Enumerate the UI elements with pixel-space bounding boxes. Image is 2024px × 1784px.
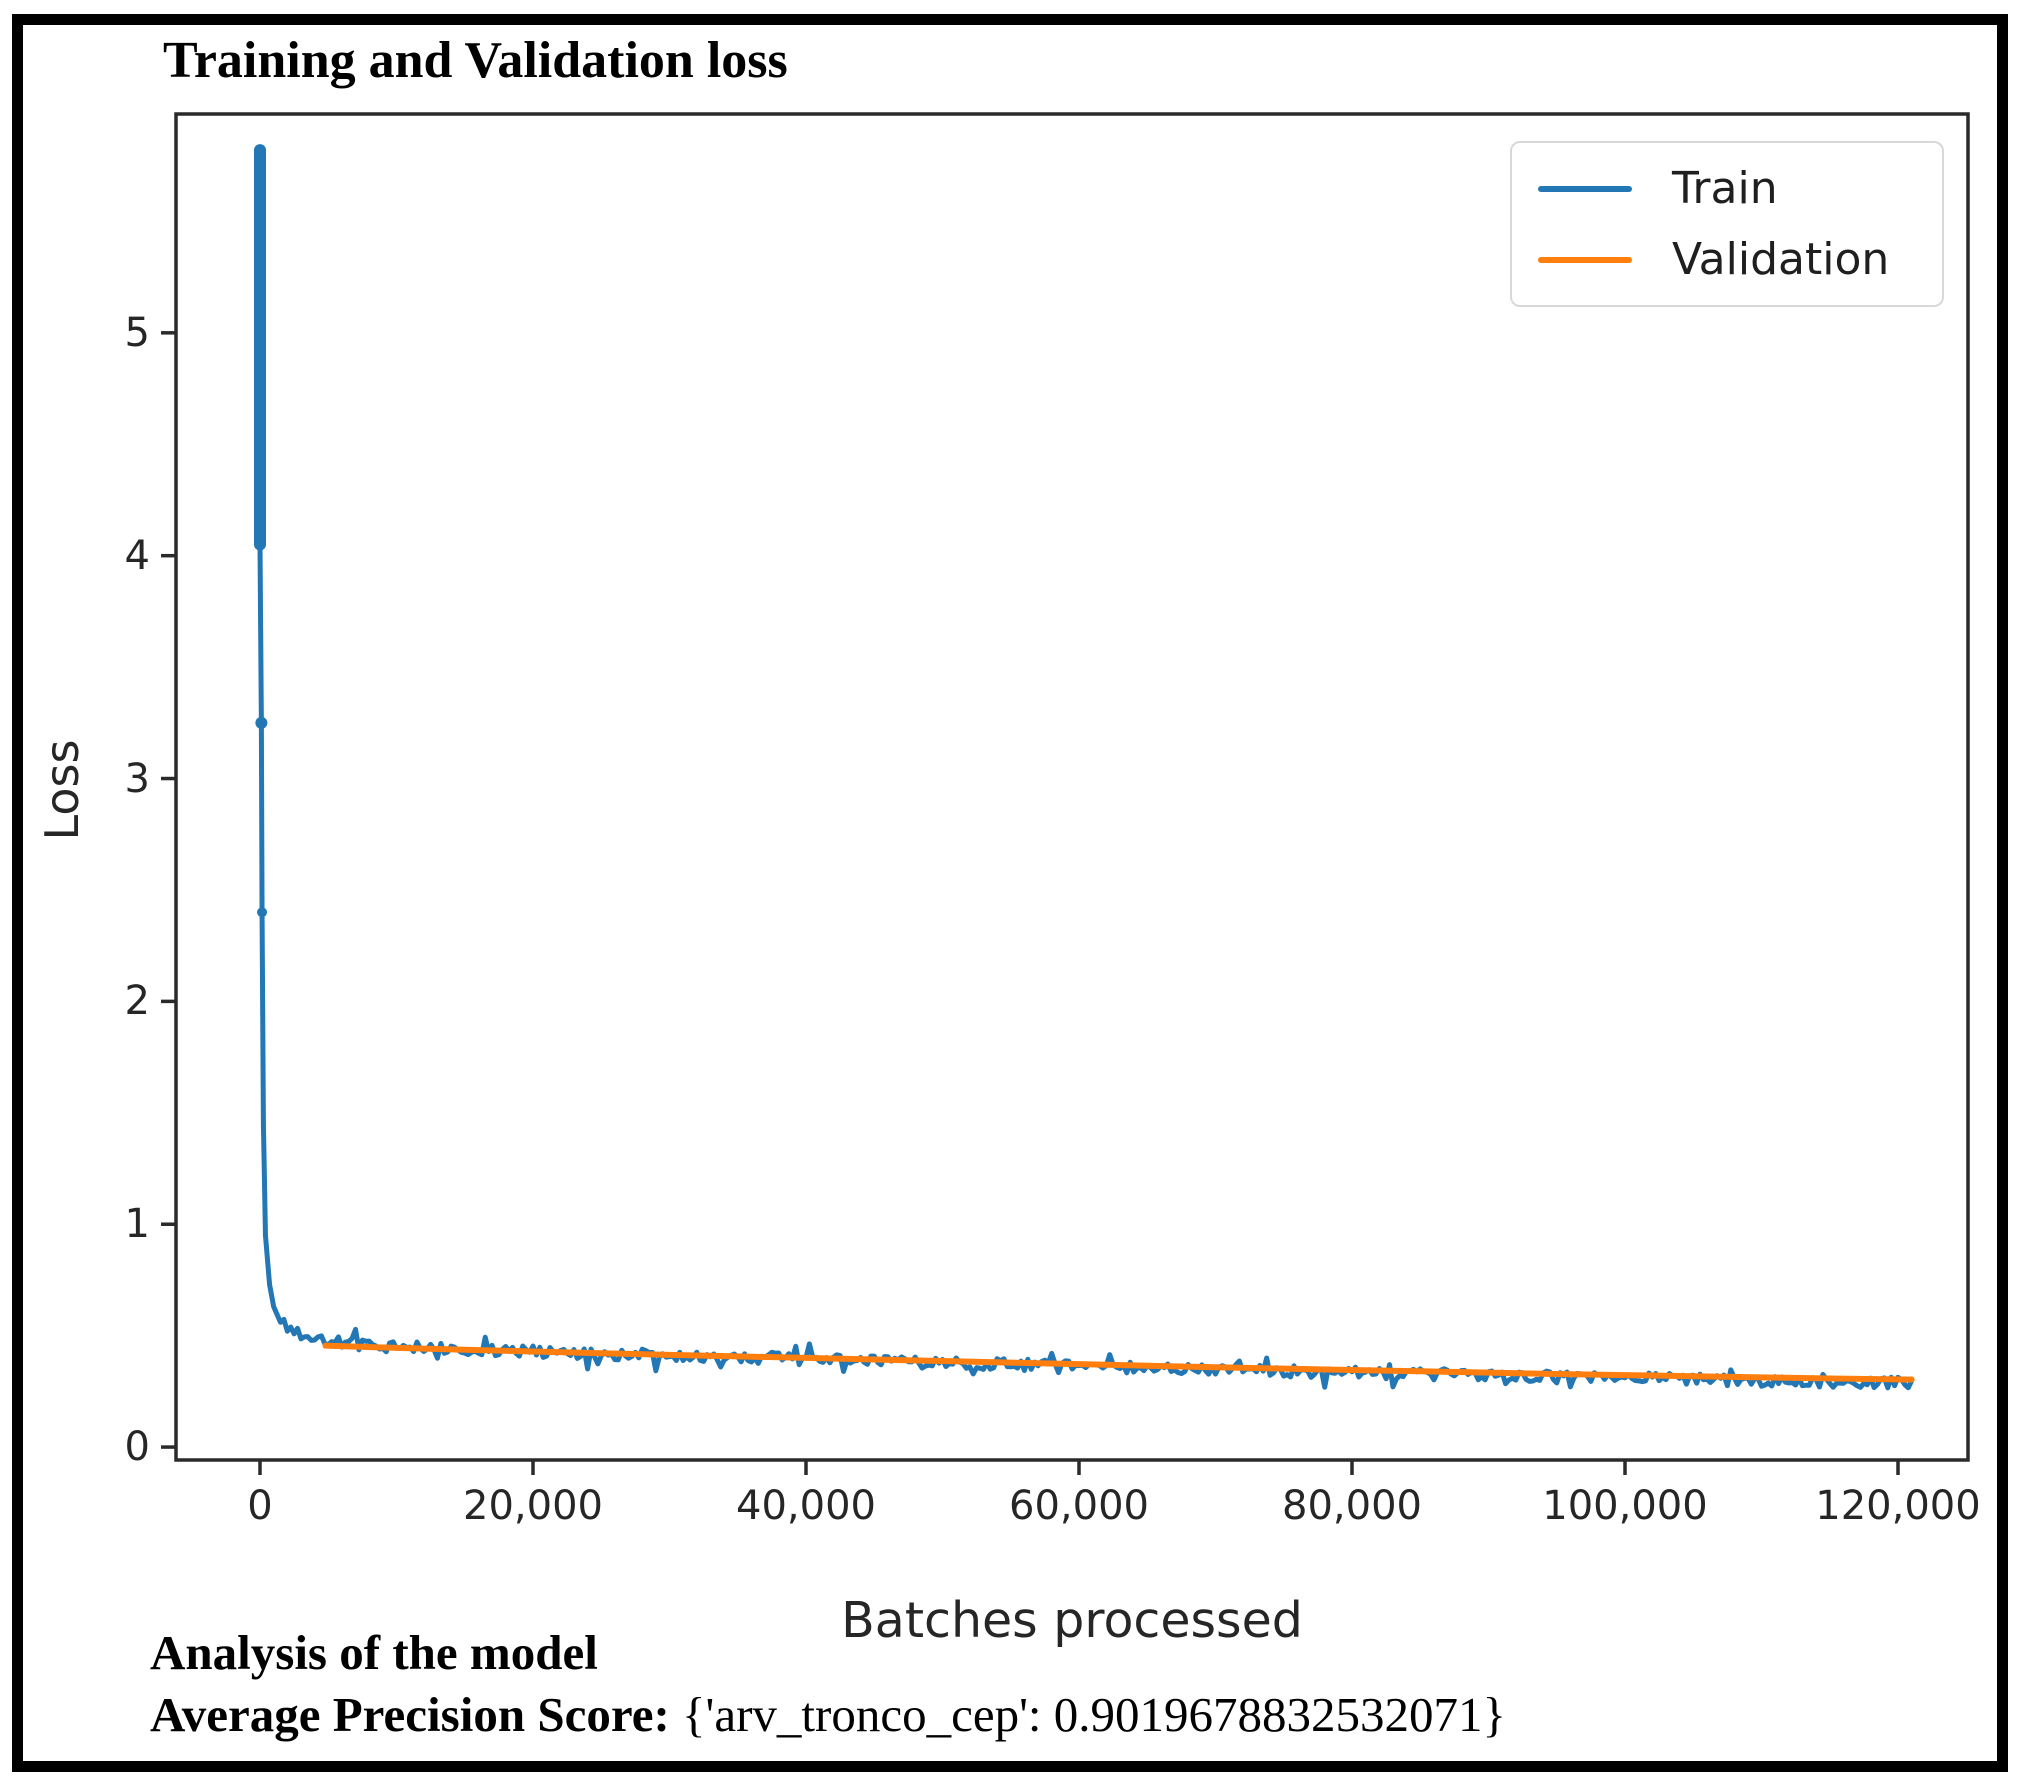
y-tick-label: 0	[124, 1424, 150, 1471]
train-loss-curve	[257, 150, 1914, 1391]
x-tick-label: 60,000	[1009, 1483, 1149, 1529]
y-tick-label: 4	[124, 532, 150, 579]
y-tick-label: 5	[124, 309, 150, 356]
x-tick-label: 100,000	[1542, 1483, 1708, 1529]
chart-title: Training and Validation loss	[163, 32, 788, 89]
plot-spines	[174, 112, 1970, 1462]
x-tick-label: 20,000	[463, 1483, 603, 1529]
x-tick-label: 120,000	[1815, 1483, 1981, 1529]
legend: Train Validation	[1510, 141, 1944, 307]
ap-score-label: Average Precision Score:	[150, 1687, 670, 1742]
ap-score-value: {'arv_tronco_cep': 0.9019678832532071}	[682, 1687, 1507, 1742]
x-axis-label: Batches processed	[841, 1592, 1303, 1649]
x-tick-label: 40,000	[736, 1483, 876, 1529]
average-precision-line: Average Precision Score: {'arv_tronco_ce…	[150, 1684, 1506, 1746]
validation-line-swatch-icon	[1538, 256, 1632, 263]
validation-loss-curve	[322, 1342, 1915, 1383]
train-outlier-point	[255, 716, 268, 729]
analysis-heading: Analysis of the model	[150, 1625, 598, 1680]
x-tick-label: 0	[247, 1483, 273, 1529]
legend-item-train: Train	[1538, 163, 1942, 214]
train-outlier-point	[257, 907, 268, 918]
y-tick-label: 3	[124, 755, 150, 802]
y-tick-label: 1	[124, 1201, 150, 1248]
x-tick-label: 80,000	[1282, 1483, 1422, 1529]
train-line-swatch-icon	[1538, 185, 1632, 192]
legend-item-validation: Validation	[1538, 234, 1942, 285]
legend-label-validation: Validation	[1672, 234, 1890, 285]
analysis-block: Analysis of the model Average Precision …	[150, 1622, 1506, 1746]
legend-label-train: Train	[1672, 163, 1778, 214]
y-tick-label: 2	[124, 978, 150, 1025]
